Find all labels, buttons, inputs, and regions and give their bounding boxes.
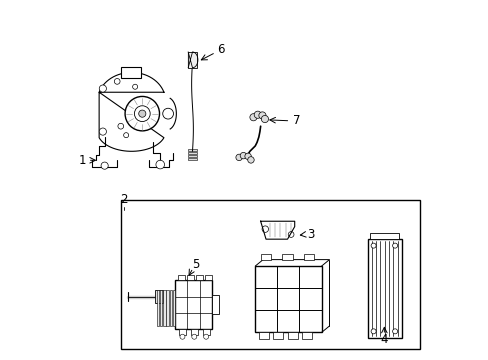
Circle shape <box>240 152 246 159</box>
Bar <box>260 254 271 260</box>
Circle shape <box>118 123 123 129</box>
Circle shape <box>99 128 106 135</box>
Bar <box>178 275 184 280</box>
Text: 6: 6 <box>217 42 224 55</box>
Circle shape <box>370 243 375 248</box>
Bar <box>258 332 268 339</box>
Bar <box>156 291 159 326</box>
Circle shape <box>203 334 208 339</box>
Circle shape <box>370 329 375 334</box>
Circle shape <box>125 96 159 131</box>
Bar <box>204 275 211 280</box>
Bar <box>282 254 292 260</box>
Bar <box>121 200 419 348</box>
Circle shape <box>262 226 268 232</box>
Text: 2: 2 <box>121 193 128 206</box>
Circle shape <box>392 243 397 248</box>
Bar <box>303 254 314 260</box>
Circle shape <box>247 157 254 163</box>
Circle shape <box>235 154 242 161</box>
Bar <box>179 329 185 334</box>
Text: 3: 3 <box>306 228 314 241</box>
Polygon shape <box>170 98 176 129</box>
Text: 4: 4 <box>380 333 387 346</box>
Bar <box>174 280 212 329</box>
Bar <box>121 67 140 78</box>
Polygon shape <box>99 72 163 151</box>
Polygon shape <box>188 52 198 68</box>
Bar <box>301 332 311 339</box>
Circle shape <box>163 108 173 119</box>
Bar <box>255 266 321 332</box>
Bar <box>287 332 297 339</box>
Bar <box>187 52 197 68</box>
Bar <box>166 291 168 326</box>
Bar <box>172 291 175 326</box>
Circle shape <box>249 114 257 121</box>
Bar <box>367 239 402 338</box>
Circle shape <box>123 133 128 138</box>
Text: 7: 7 <box>292 114 300 127</box>
Bar <box>369 233 398 239</box>
Bar <box>188 155 196 157</box>
Text: 1: 1 <box>79 154 86 167</box>
Bar <box>187 275 193 280</box>
Text: 5: 5 <box>192 258 200 271</box>
Bar <box>188 149 196 151</box>
Circle shape <box>287 231 293 237</box>
Circle shape <box>132 84 137 89</box>
Bar <box>163 291 165 326</box>
Polygon shape <box>260 221 294 239</box>
Bar <box>160 291 162 326</box>
Bar <box>273 332 283 339</box>
Circle shape <box>114 78 120 84</box>
Bar <box>188 158 196 160</box>
Bar <box>155 290 163 303</box>
Bar <box>212 295 219 315</box>
Circle shape <box>191 334 196 339</box>
Circle shape <box>180 334 184 339</box>
Circle shape <box>258 112 265 119</box>
Circle shape <box>99 85 106 92</box>
Circle shape <box>134 106 150 122</box>
Circle shape <box>156 160 164 169</box>
Bar <box>196 275 202 280</box>
Circle shape <box>139 110 145 117</box>
Bar <box>190 329 198 334</box>
Circle shape <box>244 153 251 159</box>
Bar <box>202 329 209 334</box>
Circle shape <box>101 162 108 169</box>
Circle shape <box>261 116 268 123</box>
Bar <box>188 152 196 154</box>
Bar <box>169 291 172 326</box>
Circle shape <box>254 111 261 118</box>
Circle shape <box>392 329 397 334</box>
